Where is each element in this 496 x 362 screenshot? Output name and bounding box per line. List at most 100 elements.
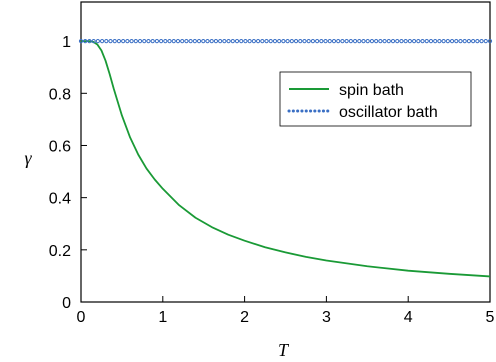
oscillator-bath-point: [323, 39, 328, 44]
oscillator-bath-point: [95, 39, 100, 44]
oscillator-bath-point: [239, 39, 244, 44]
oscillator-bath-point: [137, 39, 143, 44]
oscillator-bath-point: [272, 39, 278, 44]
series-spin-bath-line: [81, 40, 491, 278]
oscillator-bath-point: [458, 39, 463, 44]
oscillator-bath-point: [222, 39, 227, 44]
tick-labels: 0 1 2 3 4 5 0 0.2 0.4 0.6 0.8 1: [49, 34, 495, 326]
oscillator-bath-point: [251, 39, 256, 44]
oscillator-bath-point: [125, 39, 130, 44]
oscillator-bath-point: [159, 39, 164, 44]
oscillator-bath-point: [369, 39, 375, 44]
y-tick-label: 0: [62, 295, 71, 312]
oscillator-bath-point: [281, 39, 286, 44]
oscillator-bath-point: [91, 39, 96, 44]
oscillator-bath-point: [83, 39, 88, 44]
y-tick-label: 0.8: [49, 86, 71, 103]
oscillator-bath-point: [192, 39, 197, 44]
oscillator-bath-point: [487, 39, 493, 44]
oscillator-bath-point: [462, 39, 467, 44]
series-layer: [78, 39, 493, 278]
oscillator-bath-point: [213, 39, 219, 44]
oscillator-bath-point: [243, 39, 248, 44]
oscillator-bath-point: [171, 39, 176, 44]
oscillator-bath-point: [201, 39, 206, 44]
oscillator-bath-point: [475, 39, 480, 44]
oscillator-bath-point: [454, 39, 459, 44]
oscillator-bath-point: [255, 39, 261, 44]
series-oscillator-bath: [78, 39, 493, 44]
oscillator-bath-point: [184, 39, 189, 44]
oscillator-bath-point: [99, 39, 105, 44]
oscillator-bath-point: [234, 39, 240, 44]
oscillator-bath-point: [357, 39, 362, 44]
oscillator-bath-point: [437, 39, 442, 44]
oscillator-bath-point: [479, 39, 484, 44]
oscillator-bath-point: [416, 39, 421, 44]
oscillator-bath-point: [471, 39, 476, 44]
oscillator-bath-point: [150, 39, 155, 44]
oscillator-bath-point: [205, 39, 210, 44]
x-tick-label: 5: [486, 309, 495, 326]
oscillator-bath-point: [424, 39, 429, 44]
oscillator-bath-point: [129, 39, 134, 44]
oscillator-bath-point: [374, 39, 379, 44]
oscillator-bath-point: [175, 39, 181, 44]
oscillator-bath-point: [167, 39, 172, 44]
oscillator-bath-point: [433, 39, 438, 44]
oscillator-bath-point: [441, 39, 446, 44]
oscillator-bath-point: [268, 39, 273, 44]
oscillator-bath-point: [209, 39, 214, 44]
oscillator-bath-point: [399, 39, 404, 44]
oscillator-bath-point: [319, 39, 324, 44]
oscillator-bath-point: [289, 39, 294, 44]
oscillator-bath-point: [331, 39, 337, 44]
oscillator-bath-point: [230, 39, 235, 44]
oscillator-bath-point: [348, 39, 353, 44]
x-tick-label: 1: [158, 309, 167, 326]
x-tick-label: 3: [322, 309, 331, 326]
x-tick-label: 2: [240, 309, 249, 326]
oscillator-bath-point: [163, 39, 168, 44]
y-tick-label: 1: [62, 34, 71, 51]
oscillator-bath-point: [116, 39, 122, 44]
oscillator-bath-point: [361, 39, 366, 44]
oscillator-bath-point: [352, 39, 358, 44]
oscillator-bath-point: [196, 39, 202, 44]
oscillator-bath-point: [344, 39, 349, 44]
legend: spin bath oscillator bath: [279, 71, 472, 127]
oscillator-bath-point: [386, 39, 391, 44]
oscillator-bath-point: [285, 39, 290, 44]
oscillator-bath-point: [146, 39, 151, 44]
legend-box: [279, 71, 472, 127]
oscillator-bath-point: [247, 39, 252, 44]
legend-label-oscillator-bath: oscillator bath: [339, 104, 438, 121]
oscillator-bath-point: [78, 39, 84, 44]
oscillator-bath-point: [483, 39, 488, 44]
oscillator-bath-point: [420, 39, 425, 44]
x-axis-label: T: [278, 340, 290, 360]
y-tick-label: 0.2: [49, 243, 71, 260]
oscillator-bath-point: [310, 39, 316, 44]
oscillator-bath-point: [226, 39, 231, 44]
oscillator-bath-point: [104, 39, 109, 44]
oscillator-bath-point: [154, 39, 159, 44]
oscillator-bath-point: [298, 39, 303, 44]
oscillator-bath-point: [260, 39, 265, 44]
oscillator-bath-point: [378, 39, 383, 44]
oscillator-bath-point: [466, 39, 472, 44]
oscillator-bath-point: [306, 39, 311, 44]
oscillator-bath-point: [112, 39, 117, 44]
oscillator-bath-point: [395, 39, 400, 44]
oscillator-bath-point: [293, 39, 299, 44]
y-axis-label: γ: [24, 148, 32, 168]
oscillator-bath-point: [403, 39, 408, 44]
oscillator-bath-point: [142, 39, 147, 44]
oscillator-bath-point: [180, 39, 185, 44]
y-tick-label: 0.4: [49, 191, 71, 208]
oscillator-bath-point: [390, 39, 396, 44]
legend-label-spin-bath: spin bath: [339, 82, 404, 99]
oscillator-bath-point: [302, 39, 307, 44]
oscillator-bath-point: [108, 39, 113, 44]
